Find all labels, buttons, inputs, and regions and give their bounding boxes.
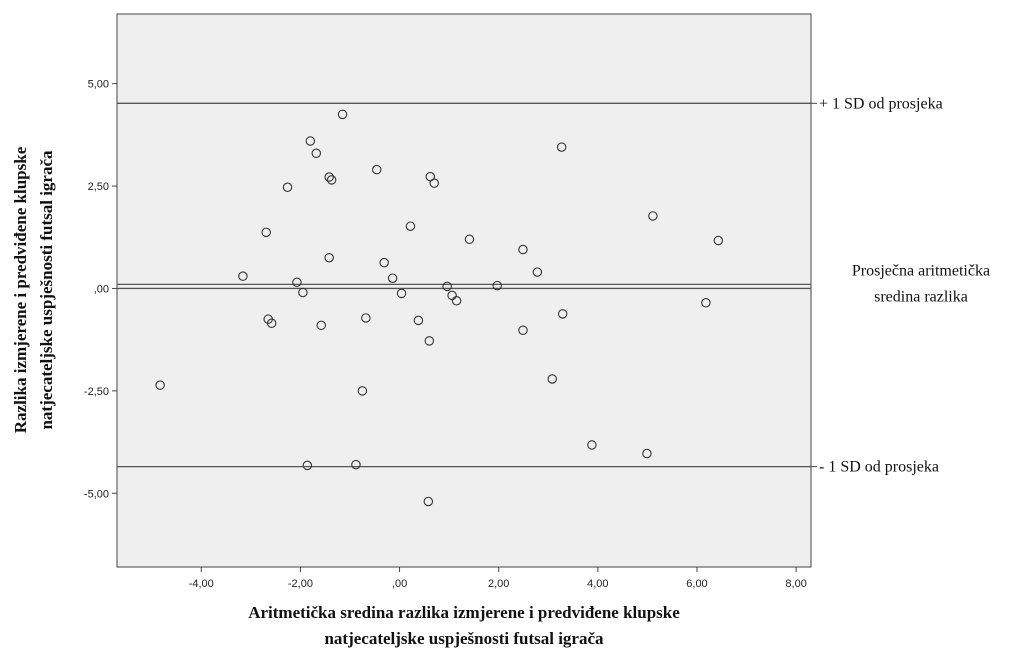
data-point (532, 267, 543, 277)
data-point (337, 109, 348, 120)
data-point (282, 182, 293, 193)
reference-lines (117, 102, 811, 468)
data-point (305, 136, 316, 146)
data-point (556, 142, 567, 152)
x-tick-label: 4,00 (587, 578, 608, 590)
data-point (547, 374, 557, 384)
data-point (292, 277, 302, 288)
x-tick-label: 2,00 (488, 578, 509, 590)
data-point (587, 440, 597, 450)
data-point (298, 287, 308, 298)
data-point (405, 221, 416, 231)
x-tick-label: -4,00 (189, 578, 214, 590)
reference-line-label: + 1 SD od prosjeka (819, 95, 943, 112)
data-point (351, 459, 361, 470)
data-point (642, 448, 652, 459)
data-point (492, 280, 502, 291)
x-tick-label: ,00 (392, 578, 407, 590)
data-point (387, 273, 398, 283)
x-axis-title-line: Aritmetička sredina razlika izmjerene i … (248, 603, 680, 622)
y-axis-title-line: Razlika izmjerene i predviđene klupske (11, 146, 30, 433)
y-axis-title-line: natjecateljske uspješnosti futsal igrača (37, 150, 56, 430)
reference-line-label: - 1 SD od prosjeka (819, 459, 939, 476)
data-point (266, 318, 277, 329)
data-point (442, 281, 452, 292)
y-axis-ticks: 5,00 2,50 ,00 -2,50 -5,00 (84, 79, 117, 500)
x-axis-title: Aritmetička sredina razlika izmjerene i … (248, 603, 680, 648)
y-axis-title: Razlika izmjerene i predviđene klupske na… (11, 146, 56, 433)
data-point (413, 315, 424, 326)
data-points (155, 109, 724, 507)
data-point (357, 386, 368, 396)
data-point (396, 288, 407, 299)
plot-area (116, 13, 812, 568)
y-tick-label: ,00 (94, 283, 109, 295)
y-tick-label: -5,00 (84, 488, 109, 500)
x-axis-title-line: natjecateljske uspješnosti futsal igrača (324, 629, 604, 648)
x-axis-ticks: -4,00 -2,00 ,00 2,00 4,00 6,00 8,00 (189, 567, 807, 590)
data-point (372, 164, 382, 175)
y-tick-label: 5,00 (88, 79, 109, 91)
data-point (261, 227, 271, 238)
y-tick-label: 2,50 (88, 181, 109, 193)
x-tick-label: -2,00 (288, 578, 313, 590)
data-point (464, 234, 475, 245)
data-point (451, 295, 462, 306)
x-tick-label: 6,00 (686, 578, 707, 590)
data-point (518, 244, 528, 255)
data-point (324, 172, 334, 182)
data-point (424, 336, 435, 346)
data-point (238, 271, 248, 281)
data-point (302, 460, 313, 471)
data-point (311, 148, 322, 159)
data-point (379, 257, 389, 268)
data-point (361, 313, 371, 323)
data-point (648, 211, 658, 221)
data-point (155, 380, 165, 390)
reference-line-labels: + 1 SD od prosjeka Prosječna aritmetička s… (811, 95, 990, 476)
data-point (701, 298, 711, 308)
data-point (326, 175, 337, 185)
data-point (324, 252, 334, 263)
reference-line-label: Prosječna aritmetička (852, 262, 990, 279)
reference-line-label: sredina razlika (874, 288, 968, 305)
data-point (713, 235, 724, 246)
data-point (423, 496, 434, 507)
data-point (518, 325, 528, 335)
y-tick-label: -2,50 (84, 386, 109, 398)
data-point (429, 178, 440, 188)
data-point (557, 309, 568, 319)
data-point (316, 320, 326, 331)
x-tick-label: 8,00 (785, 578, 806, 590)
